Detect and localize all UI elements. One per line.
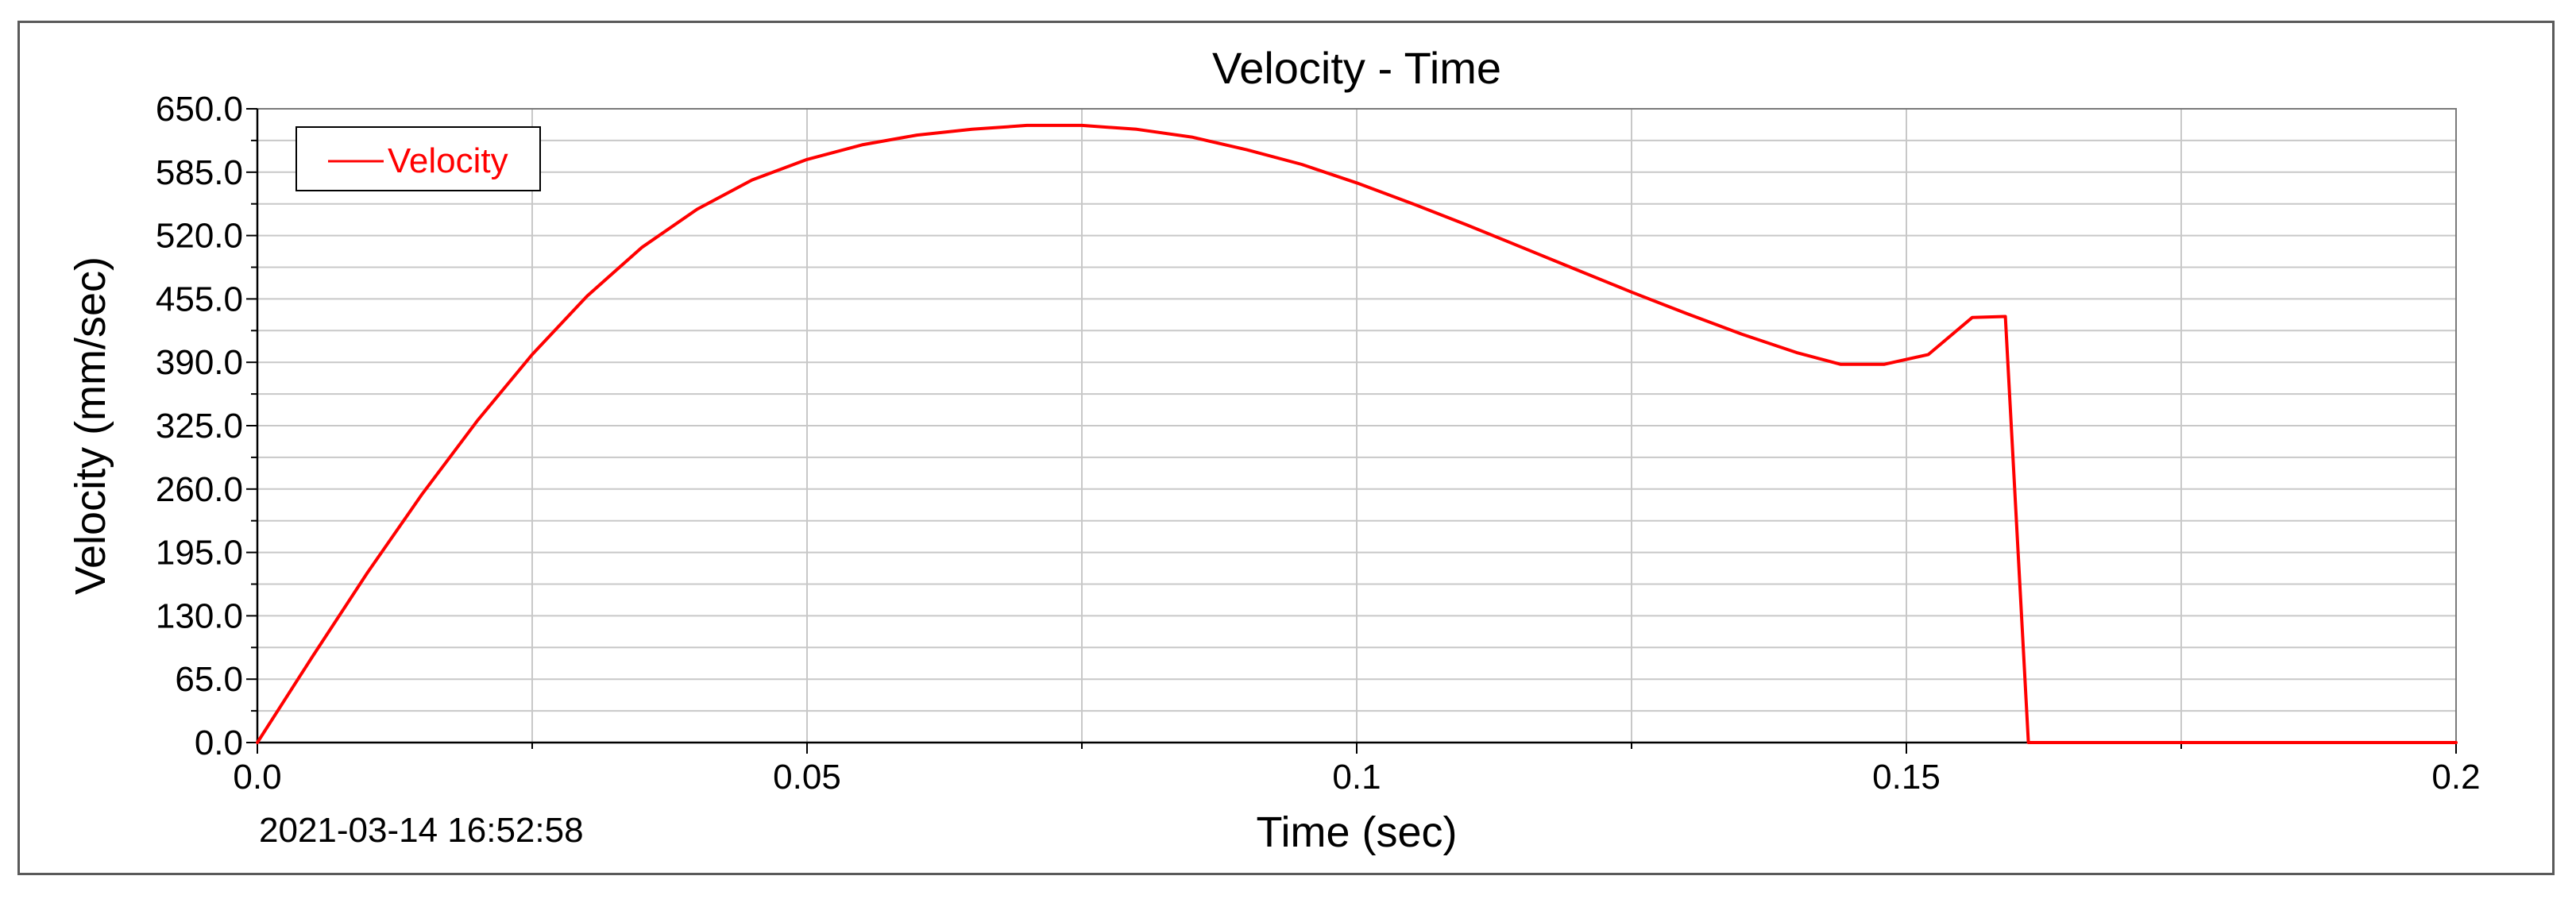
x-tick-label: 0.0 xyxy=(233,758,281,797)
y-tick-label: 260.0 xyxy=(156,470,243,509)
y-axis-title: Velocity (mm/sec) xyxy=(67,257,114,595)
y-tick-label: 390.0 xyxy=(156,343,243,382)
y-tick-label: 585.0 xyxy=(156,153,243,192)
x-tick-label: 0.15 xyxy=(1872,758,1941,797)
legend-label-velocity: Velocity xyxy=(388,141,508,180)
series-layer xyxy=(256,123,2458,744)
chart-title: Velocity - Time xyxy=(1212,43,1501,93)
y-tick-label: 520.0 xyxy=(156,217,243,256)
y-tick-label: 650.0 xyxy=(156,90,243,129)
x-tick-label: 0.2 xyxy=(2431,758,2480,797)
x-tick-label: 0.05 xyxy=(773,758,841,797)
y-tick-label: 455.0 xyxy=(156,280,243,318)
series-line-velocity xyxy=(256,123,2458,744)
axis-layer: 0.0 65.0 130.0 195.0 260.0 325.0 390.0 455.0 520… xyxy=(156,90,2481,797)
y-tick-label: 0.0 xyxy=(195,723,243,762)
legend: Velocity xyxy=(295,126,541,191)
x-axis-title: Time (sec) xyxy=(1257,808,1458,856)
timestamp: 2021-03-14 16:52:58 xyxy=(259,811,584,850)
y-tick-label: 65.0 xyxy=(175,660,243,699)
y-tick-label: 130.0 xyxy=(156,596,243,635)
y-tick-label: 195.0 xyxy=(156,534,243,573)
y-tick-label: 325.0 xyxy=(156,407,243,446)
x-tick-label: 0.1 xyxy=(1332,758,1381,797)
legend-box xyxy=(295,126,541,191)
grid-layer xyxy=(257,109,2456,743)
